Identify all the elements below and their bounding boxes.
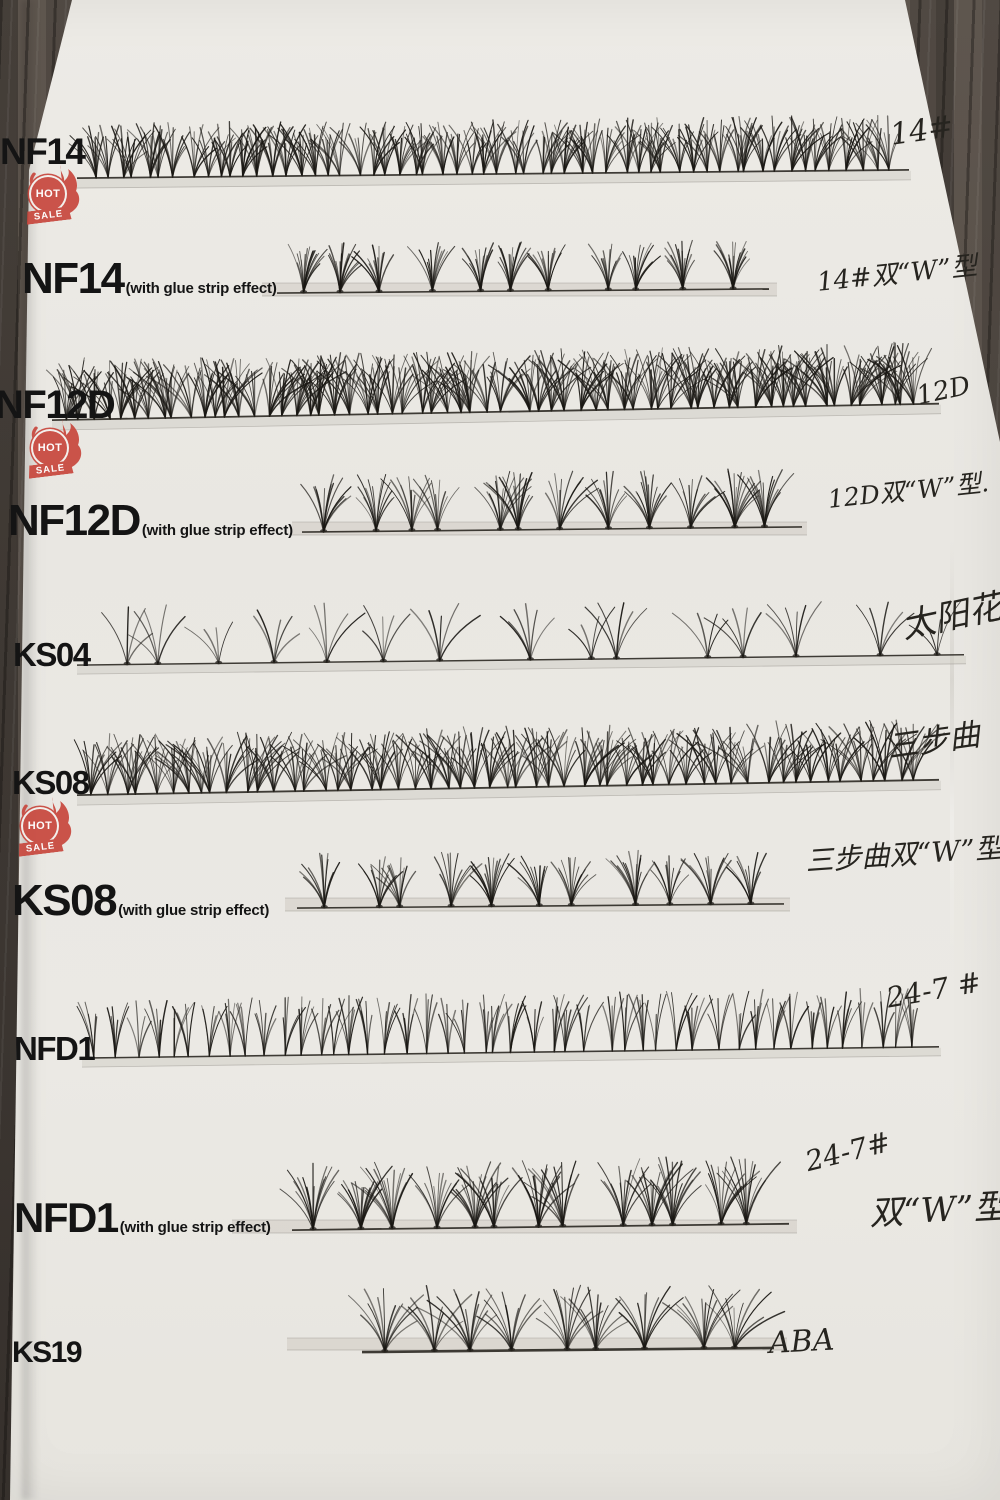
product-code: KS19 <box>12 1336 83 1369</box>
product-code: NF14 <box>22 254 125 303</box>
hot-badge-circle: HOT <box>33 431 67 465</box>
product-code: NF12D <box>8 496 141 545</box>
sale-ribbon-text: SALE <box>35 462 66 477</box>
sale-ribbon-text: SALE <box>25 840 56 855</box>
product-label: NF12D (with glue strip effect) <box>8 496 293 546</box>
handwritten-note: 双“W”型 <box>868 1186 1000 1234</box>
flame-icon <box>31 419 82 469</box>
product-label: NFD1 <box>14 1030 96 1068</box>
hot-badge-circle: HOT <box>31 177 65 211</box>
product-code: KS08 <box>12 876 118 925</box>
hot-badge-text: HOT <box>35 188 61 200</box>
lash-strip-photo <box>73 719 945 806</box>
product-code: KS04 <box>13 636 91 673</box>
hot-sale-badge: HOT SALE <box>20 796 72 854</box>
hot-sale-badge: HOT SALE <box>30 418 82 476</box>
hot-badge-text: HOT <box>37 442 63 454</box>
lash-strip-photo <box>68 115 923 189</box>
hot-badge-text: HOT <box>27 820 53 832</box>
product-label: KS19 <box>12 1336 83 1370</box>
sale-ribbon-text: SALE <box>33 208 64 223</box>
paper-crease <box>950 540 954 960</box>
product-sublabel: (with glue strip effect) <box>118 902 270 919</box>
handwritten-note: ABA <box>768 1322 836 1361</box>
product-code: NFD1 <box>14 1194 119 1241</box>
lash-strip-photo <box>45 341 942 431</box>
hot-badge-circle: HOT <box>23 809 57 843</box>
product-sublabel: (with glue strip effect) <box>119 1219 271 1236</box>
product-label: KS04 <box>13 636 91 674</box>
flame-icon <box>21 797 72 847</box>
product-label: NF12D <box>0 383 116 428</box>
product-code: NFD1 <box>14 1030 96 1067</box>
product-label: NF14 (with glue strip effect) <box>22 254 277 304</box>
product-label: KS08 (with glue strip effect) <box>12 876 269 926</box>
lash-strip-photo <box>76 598 967 675</box>
product-code: KS08 <box>12 764 90 801</box>
lash-strip-photo <box>282 1280 792 1358</box>
product-label: KS08 <box>12 764 90 802</box>
flame-icon <box>29 165 80 215</box>
product-sublabel: (with glue strip effect) <box>125 280 277 297</box>
product-label: NF14 <box>0 131 86 173</box>
lash-strip-photo <box>232 1152 797 1236</box>
lash-strip-photo <box>76 987 942 1068</box>
product-label: NFD1 (with glue strip effect) <box>14 1194 271 1242</box>
lash-strip-photo <box>262 236 777 302</box>
lash-strip-photo <box>285 842 790 918</box>
product-code: NF14 <box>0 131 86 172</box>
lash-strip-photo <box>292 468 807 540</box>
hot-sale-badge: HOT SALE <box>28 164 80 222</box>
product-code: NF12D <box>0 383 116 427</box>
paper-edge-shadow <box>22 0 38 1500</box>
product-sublabel: (with glue strip effect) <box>141 522 293 539</box>
